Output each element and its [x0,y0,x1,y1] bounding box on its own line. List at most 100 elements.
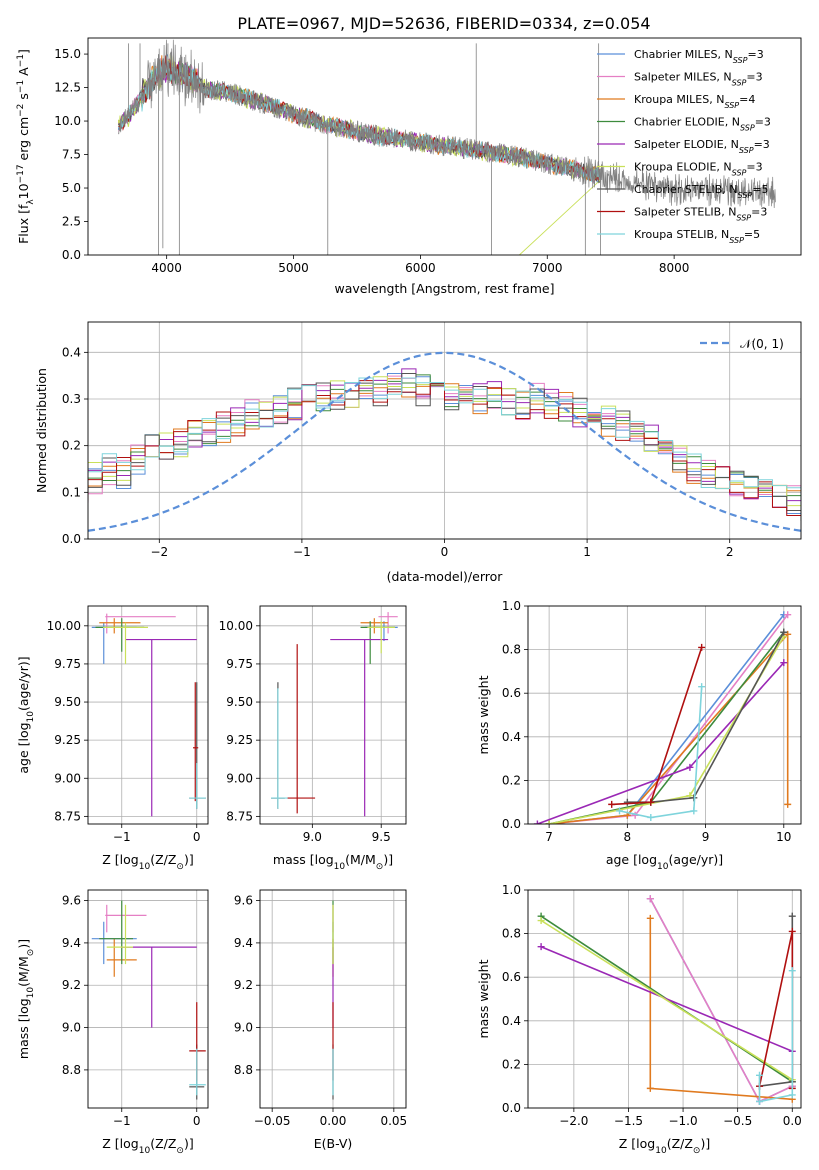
panel-mass-vs-ebv: −0.05 0.00 0.05 8.8 9.0 9.2 9.4 9.6 E(B-V) [234,889,407,1151]
x-tick-label: 9.0 [303,830,322,844]
x-axis-label-part: 10 [334,862,346,872]
weight-marker-kroupa-miles [646,914,654,922]
histogram-chabrier-elodie [88,374,801,504]
y-axis-label-part: −17 [16,164,26,183]
x-tick-label: 0 [193,1114,201,1128]
y-axis-label-part: λ [26,199,36,205]
weight-marker-salpeter-elodie [780,659,788,667]
y-axis-label: mass weight [476,959,491,1038]
legend-eq: = [755,116,764,129]
y-tick-label: 0.0 [502,1101,521,1115]
legend-name: Salpeter STELIB, N [634,206,736,219]
legend-entry-normal: 𝒩(0, 1) [740,337,784,351]
y-axis-label-part: −1 [16,54,26,67]
weight-marker-salpeter-stelib [788,927,796,935]
y-tick-label: 8.8 [62,1063,81,1077]
axes-frame [527,605,802,825]
y-tick-label: 9.0 [62,1021,81,1035]
weight-marker-kroupa-stelib [698,683,706,691]
y-tick-label: 9.50 [54,695,81,709]
weight-marker-kroupa-miles [784,630,792,638]
weight-marker-kroupa-stelib [647,813,655,821]
figure-title: PLATE=0967, MJD=52636, FIBERID=0334, z=0… [237,14,650,33]
weight-line-salpeter-miles [549,614,789,824]
y-tick-label: 9.0 [234,1021,253,1035]
y-tick-label: 10.0 [54,114,81,128]
weight-marker-salpeter-elodie [686,763,694,771]
histograms [88,351,801,532]
legend-sub: SSP [724,101,739,110]
x-axis-label-part: 10 [139,1146,151,1156]
y-tick-label: 8.75 [226,809,253,823]
errorbar-kroupa-elodie [367,621,395,654]
weight-line-chabrier-miles [649,898,793,1103]
errorbar-chabrier-elodie [99,900,133,965]
errorbar-kroupa-miles [360,618,389,634]
x-tick-label: −1.5 [614,1114,643,1128]
legend-sub: SSP [736,213,751,222]
x-tick-label: 2 [726,545,734,559]
x-axis-label-part: ⊙ [693,1146,701,1156]
errorbar-salpeter-miles [105,613,176,634]
y-tick-label: 5.0 [62,181,81,195]
errorbar-kroupa-stelib [189,763,206,809]
weight-line-salpeter-elodie [537,662,785,824]
y-axis-label-part: A [16,67,31,80]
legend-nssp: 3 [756,161,763,174]
data-spectrum [118,39,776,209]
weight-marker-kroupa-elodie [537,917,545,925]
x-tick-label: −1 [113,830,131,844]
error-bars [271,612,398,817]
y-axis-label: mass [log10(M/M⊙)] [16,939,36,1059]
weight-line-kroupa-stelib [619,686,703,819]
weight-marker-salpeter-stelib [608,800,616,808]
y-axis-label-part: ] [16,49,31,54]
y-axis-label-text: mass [log [16,998,31,1059]
legend-nssp: 5 [753,228,760,241]
y-axis-label-part: (age/yr)] [16,656,31,711]
y-axis-label-part: 10 [26,711,36,723]
errorbar-kroupa-stelib [189,1048,206,1096]
y-tick-label: 0.0 [502,817,521,831]
panel-age-vs-mass: 9.0 9.5 8.75 9.00 9.25 9.50 9.75 10.00 mass [log… [219,605,407,872]
y-axis-label-part: (M/M [16,956,31,987]
error-bars [91,613,206,817]
x-axis-label-part: )] [383,852,393,867]
x-axis-label: mass [log10(M/M⊙)] [273,852,393,872]
histogram-salpeter-elodie [88,368,801,508]
spectrum-curves [117,39,776,255]
x-tick-label: 6000 [405,261,436,275]
y-tick-label: 9.4 [234,936,253,950]
weight-line-kroupa-stelib [758,970,794,1103]
legend-sub: SSP [732,168,747,177]
y-tick-label: 15.0 [54,47,81,61]
y-tick-label: 0.8 [502,643,521,657]
weight-marker-chabrier-stelib [780,628,788,636]
y-tick-label: 8.75 [54,809,81,823]
weight-marker-kroupa-stelib [756,1097,764,1105]
x-axis-label-part: )] [184,852,194,867]
x-tick-label: 0.00 [320,1114,347,1128]
y-axis-label-part: 10 [16,183,31,199]
x-axis-label-text: wavelength [Angstrom, rest frame] [334,281,554,296]
y-tick-label: 0.6 [502,970,521,984]
x-tick-label: 8 [624,830,632,844]
legend-entry-chabrier-stelib: Chabrier STELIB, NSSP=5 [634,183,768,200]
legend-nssp: 3 [763,138,770,151]
errorbar-salpeter-stelib [287,644,316,814]
x-axis-label-part: (Z/Z [667,1136,693,1151]
legend-nssp: 3 [760,206,767,219]
y-tick-label: 9.75 [226,657,253,671]
y-axis-label: age [log10(age/yr)] [16,656,36,773]
y-tick-label: 9.00 [226,771,253,785]
weight-lines [533,611,792,824]
x-axis-label: age [log10(age/yr)] [606,852,723,872]
x-axis-label-text: Z [log [102,1136,138,1151]
y-axis-label-text: age [log [16,722,31,773]
y-tick-label: 7.5 [62,148,81,162]
legend-eq: = [754,138,763,151]
legend-name: Salpeter ELODIE, N [634,138,739,151]
axes-frame [527,889,802,1109]
